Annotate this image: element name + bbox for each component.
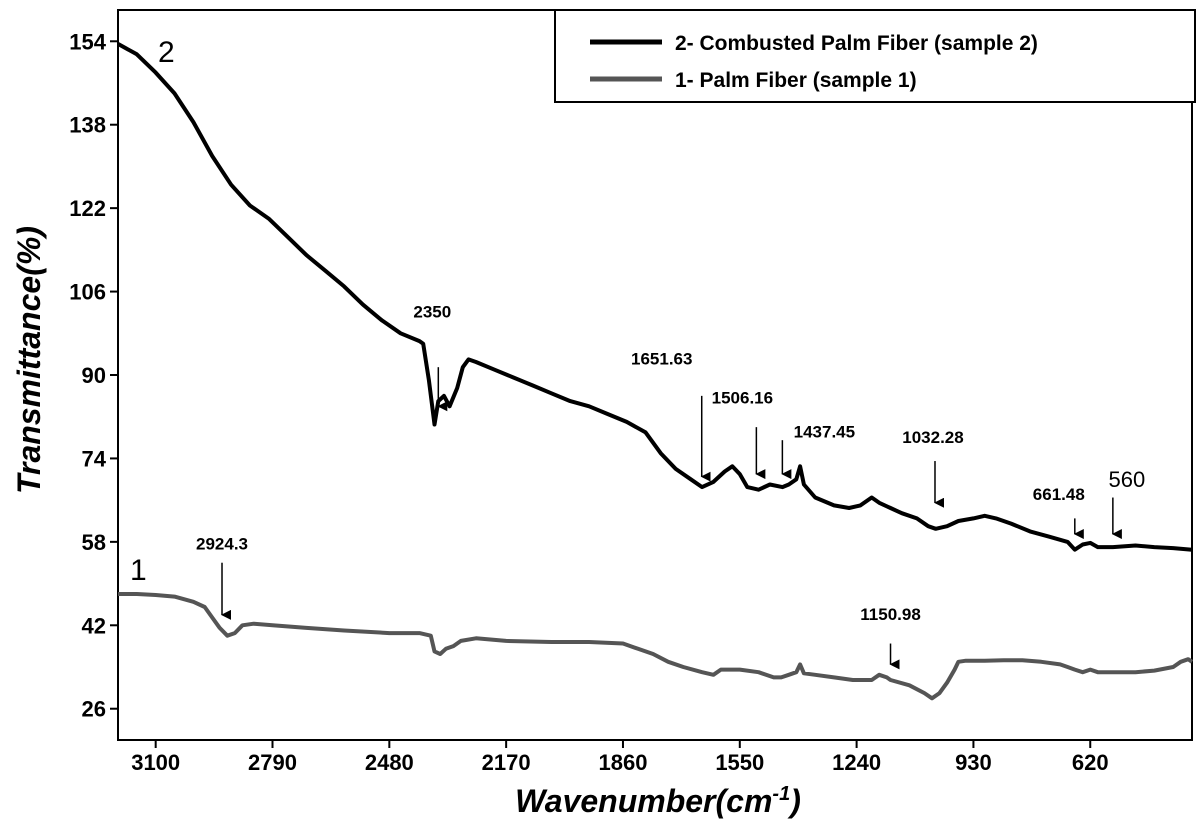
x-tick-label-3100: 3100 <box>131 750 180 775</box>
series-line-2 <box>117 42 1193 552</box>
x-axis-title-main: Wavenumber(cm <box>515 783 772 819</box>
x-tick-label-1240: 1240 <box>832 750 881 775</box>
plot-frame <box>117 9 1193 741</box>
annotation-label-1506.16: 1506.16 <box>712 389 773 408</box>
annotation-label-1437.45: 1437.45 <box>794 423 855 442</box>
legend-entry-series-1: 1- Palm Fiber (sample 1) <box>675 69 917 92</box>
annotation-label-2350: 2350 <box>413 303 451 322</box>
y-tick-label-74: 74 <box>82 446 107 471</box>
legend: 2- Combusted Palm Fiber (sample 2) 1- Pa… <box>554 9 1196 103</box>
y-tick-label-106: 106 <box>69 280 106 305</box>
y-axis-title: Transmittance(%) <box>11 226 47 494</box>
x-axis-title-sup: -1 <box>772 783 790 805</box>
curve-tag-1: 1 <box>130 554 147 587</box>
annotation-label-560: 560 <box>1109 467 1146 492</box>
annotation-label-1651.63: 1651.63 <box>631 350 692 369</box>
y-tick-label-58: 58 <box>82 530 106 555</box>
annotation-label-661.48: 661.48 <box>1033 485 1085 504</box>
annotation-label-1150.98: 1150.98 <box>860 605 921 624</box>
x-tick-label-1550: 1550 <box>715 750 764 775</box>
x-axis-title-close: ) <box>787 783 801 819</box>
x-tick-label-2480: 2480 <box>365 750 414 775</box>
legend-entry-series-2: 2- Combusted Palm Fiber (sample 2) <box>675 32 1038 55</box>
annotation-layer: 2350 1651.63 1506.16 1437.45 1032.28 661.48 56… <box>196 303 1146 670</box>
series-line-1 <box>118 592 1194 701</box>
y-tick-label-138: 138 <box>69 113 106 138</box>
tick-layer: 3100 2790 2480 2170 1860 1550 1240 930 620 26 42 58… <box>69 29 1108 775</box>
y-tick-label-42: 42 <box>82 613 106 638</box>
y-tick-label-26: 26 <box>82 697 106 722</box>
x-tick-label-1860: 1860 <box>598 750 647 775</box>
x-tick-label-2790: 2790 <box>248 750 297 775</box>
plot-area-border <box>117 9 1193 741</box>
x-axis-title: Wavenumber(cm-1) <box>515 783 801 819</box>
y-tick-label-122: 122 <box>69 196 106 221</box>
x-tick-label-620: 620 <box>1072 750 1109 775</box>
series-layer: 21 <box>117 36 1194 701</box>
annotation-label-2924.3: 2924.3 <box>196 535 248 554</box>
x-tick-label-930: 930 <box>955 750 992 775</box>
y-tick-label-154: 154 <box>69 29 106 54</box>
legend-box <box>554 9 1196 103</box>
x-tick-label-2170: 2170 <box>482 750 531 775</box>
annotation-label-1032.28: 1032.28 <box>902 428 963 447</box>
y-tick-label-90: 90 <box>82 363 106 388</box>
curve-tag-2: 2 <box>158 36 175 69</box>
